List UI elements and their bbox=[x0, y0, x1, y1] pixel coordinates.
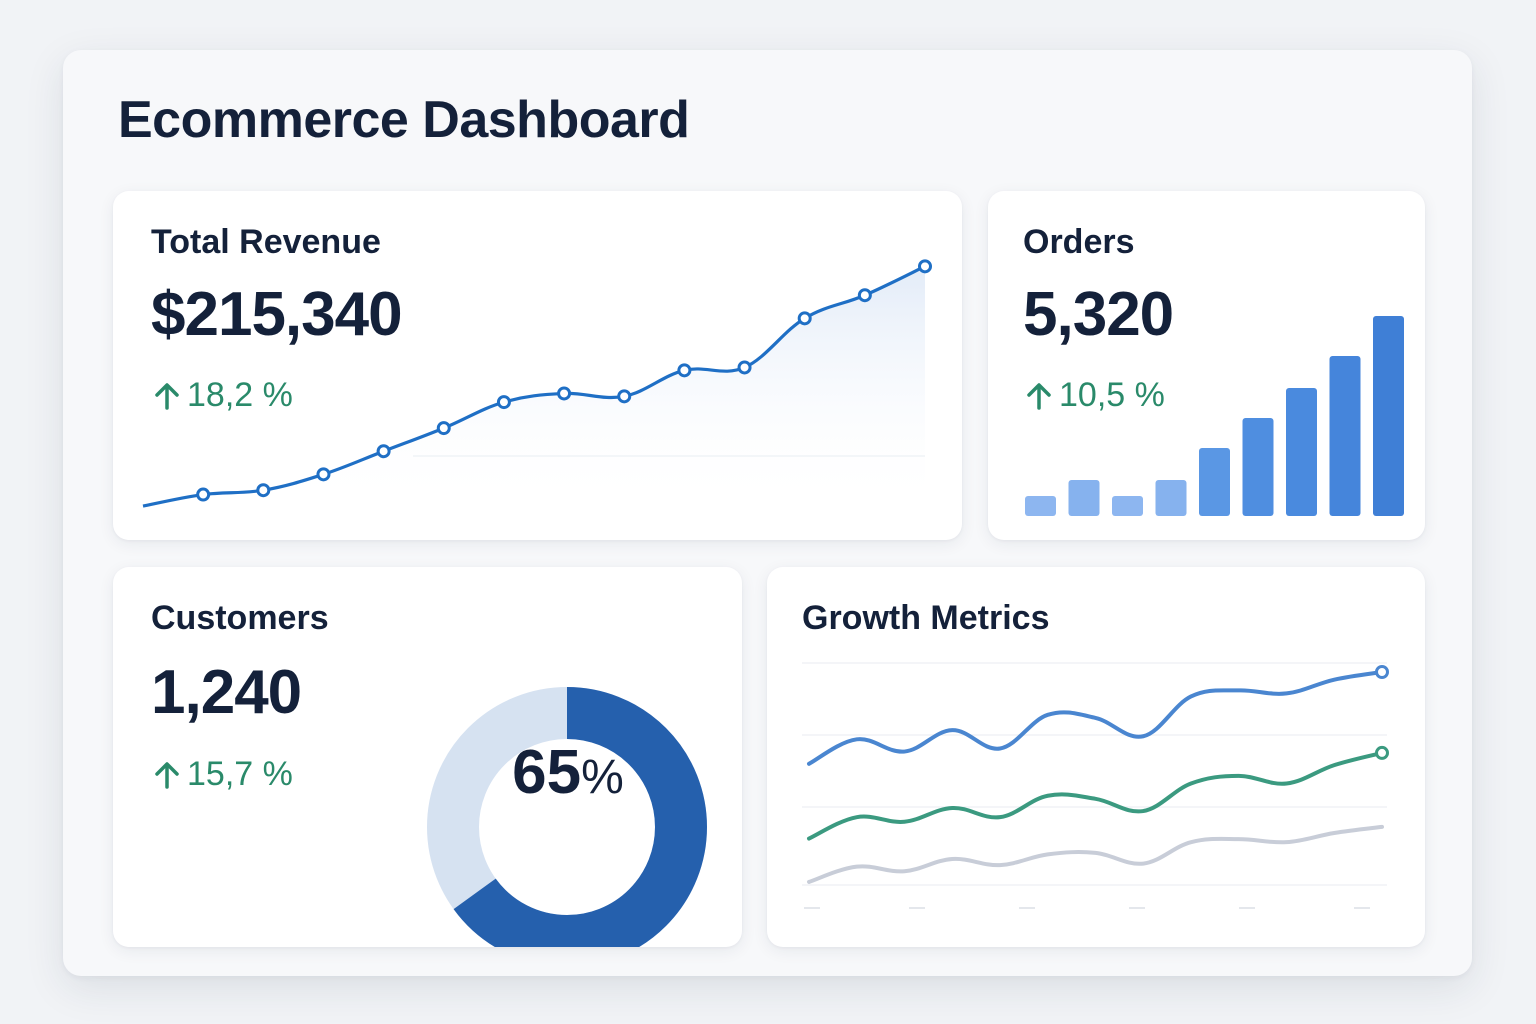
series-blue-end-point bbox=[1375, 665, 1389, 679]
revenue-title: Total Revenue bbox=[151, 223, 381, 261]
revenue-point bbox=[196, 487, 211, 502]
series-green-line bbox=[807, 750, 1384, 841]
revenue-point bbox=[436, 421, 451, 436]
revenue-area bbox=[143, 266, 925, 509]
page-title: Ecommerce Dashboard bbox=[118, 91, 690, 149]
revenue-point bbox=[376, 444, 391, 459]
revenue-point bbox=[857, 288, 872, 303]
orders-card[interactable]: Orders 5,320 10,5 % bbox=[988, 191, 1425, 540]
donut-segment-filled bbox=[427, 687, 707, 947]
revenue-point bbox=[677, 363, 692, 378]
donut-center-label: 65% bbox=[478, 737, 658, 808]
revenue-line-chart bbox=[142, 259, 932, 509]
revenue-point bbox=[557, 386, 572, 401]
customers-change: 15,7 % bbox=[151, 755, 293, 794]
arrow-up-icon bbox=[155, 382, 179, 410]
orders-value: 5,320 bbox=[1023, 280, 1174, 349]
orders-bar bbox=[1155, 480, 1187, 516]
revenue-point bbox=[797, 311, 812, 326]
growth-card[interactable]: Growth Metrics bbox=[767, 567, 1425, 947]
customers-card[interactable]: Customers 1,240 15,7 % 65% bbox=[113, 567, 742, 947]
donut-unit: % bbox=[581, 751, 624, 804]
revenue-change: 18,2 % bbox=[151, 376, 293, 415]
revenue-point bbox=[617, 389, 632, 404]
revenue-point bbox=[256, 483, 271, 498]
orders-bar-chart bbox=[1025, 316, 1404, 516]
series-gray-line bbox=[807, 824, 1384, 884]
series-blue-line bbox=[807, 670, 1384, 766]
orders-title: Orders bbox=[1023, 223, 1135, 261]
customers-title: Customers bbox=[151, 599, 329, 637]
customers-change-value: 15,7 % bbox=[187, 755, 293, 793]
orders-bar bbox=[1025, 496, 1056, 516]
customers-donut-chart bbox=[427, 687, 707, 947]
customers-value: 1,240 bbox=[151, 658, 302, 727]
orders-bar bbox=[1199, 448, 1230, 516]
orders-change: 10,5 % bbox=[1023, 376, 1165, 415]
revenue-point bbox=[316, 467, 331, 482]
orders-bar bbox=[1242, 418, 1274, 516]
revenue-point bbox=[737, 360, 752, 375]
dashboard-frame: Ecommerce Dashboard Total Revenue $215,3… bbox=[63, 50, 1472, 976]
revenue-value: $215,340 bbox=[151, 280, 403, 349]
revenue-point bbox=[918, 259, 932, 274]
orders-change-value: 10,5 % bbox=[1059, 376, 1165, 414]
growth-line-chart bbox=[802, 662, 1389, 909]
growth-title: Growth Metrics bbox=[802, 599, 1050, 637]
orders-bar bbox=[1068, 480, 1100, 516]
donut-value: 65 bbox=[512, 738, 582, 807]
series-green-end-point bbox=[1375, 745, 1389, 760]
orders-bar bbox=[1112, 496, 1143, 516]
orders-bar bbox=[1373, 316, 1404, 516]
orders-bar bbox=[1329, 356, 1361, 516]
revenue-card[interactable]: Total Revenue $215,340 18,2 % bbox=[113, 191, 962, 540]
arrow-up-icon bbox=[1027, 382, 1051, 410]
revenue-change-value: 18,2 % bbox=[187, 376, 293, 414]
orders-bar bbox=[1286, 388, 1317, 516]
revenue-point bbox=[496, 395, 511, 410]
arrow-up-icon bbox=[155, 761, 179, 789]
